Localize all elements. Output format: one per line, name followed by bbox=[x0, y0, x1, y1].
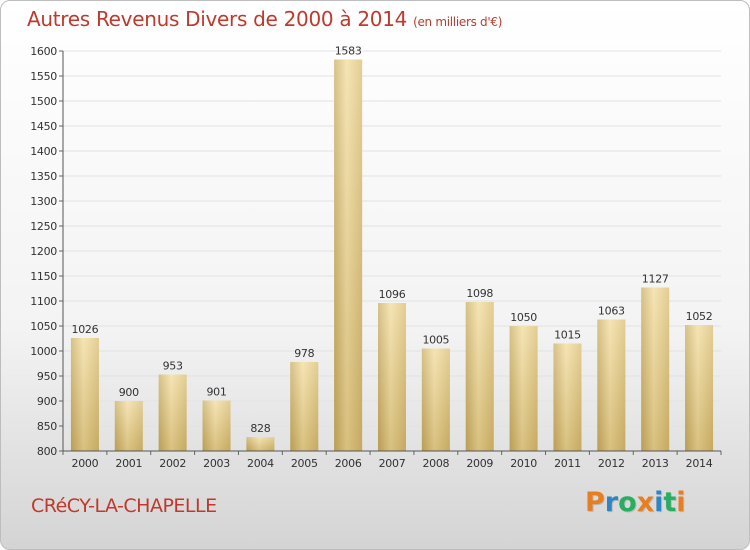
bar-shade bbox=[509, 326, 538, 451]
y-tick-label: 1450 bbox=[30, 120, 57, 133]
bar-shade bbox=[465, 302, 494, 451]
bar-shade bbox=[290, 362, 319, 451]
bar-shade bbox=[597, 319, 626, 451]
y-tick-label: 1050 bbox=[30, 320, 57, 333]
y-tick-label: 1550 bbox=[30, 70, 57, 83]
y-tick-label: 1500 bbox=[30, 95, 57, 108]
x-tick-label: 2010 bbox=[510, 457, 537, 470]
y-tick-label: 1000 bbox=[30, 345, 57, 358]
logo-letter: P bbox=[585, 487, 605, 518]
logo-letter: x bbox=[636, 487, 655, 518]
bar-value-label: 1052 bbox=[686, 310, 713, 323]
bar-shade bbox=[641, 287, 670, 451]
bar-value-label: 1050 bbox=[510, 311, 537, 324]
x-tick-label: 2013 bbox=[642, 457, 669, 470]
x-tick-label: 2009 bbox=[466, 457, 493, 470]
x-tick-label: 2006 bbox=[335, 457, 362, 470]
x-tick-label: 2000 bbox=[72, 457, 99, 470]
y-tick-label: 1600 bbox=[30, 45, 57, 58]
x-tick-label: 2014 bbox=[686, 457, 713, 470]
bar-shade bbox=[202, 400, 231, 451]
y-axis-ticks: 800 850 900 950 1000 1050 1100 1150 1200 1250 1300… bbox=[30, 45, 63, 458]
x-tick-label: 2007 bbox=[379, 457, 406, 470]
chart-title: Autres Revenus Divers de 2000 à 2014 (en … bbox=[27, 7, 502, 31]
logo-letter: i bbox=[654, 487, 664, 518]
bar-shade bbox=[246, 437, 275, 451]
y-tick-label: 1150 bbox=[30, 270, 57, 283]
bar-value-label: 1096 bbox=[379, 288, 406, 301]
bar-value-label: 1026 bbox=[72, 323, 99, 336]
bar-value-label: 1098 bbox=[466, 287, 493, 300]
x-tick-label: 2008 bbox=[422, 457, 449, 470]
bar-shade bbox=[114, 401, 143, 451]
logo-letter: o bbox=[618, 487, 637, 518]
bars: 1026 900 953 901 828 978 1583 1096 1005 1098 1050 1… bbox=[70, 45, 714, 451]
chart-subtitle: (en milliers d'€) bbox=[413, 15, 503, 29]
bar-value-label: 1015 bbox=[554, 329, 581, 342]
y-tick-label: 1350 bbox=[30, 170, 57, 183]
axes bbox=[62, 51, 721, 452]
bar-value-label: 953 bbox=[163, 360, 183, 373]
logo-letter: r bbox=[604, 487, 619, 518]
bar-value-label: 828 bbox=[250, 422, 270, 435]
y-tick-label: 1300 bbox=[30, 195, 57, 208]
bar-shade bbox=[378, 303, 406, 451]
y-tick-label: 850 bbox=[37, 420, 57, 433]
x-tick-label: 2003 bbox=[203, 457, 230, 470]
bar-shade bbox=[421, 348, 450, 451]
bar-value-label: 1063 bbox=[598, 305, 625, 318]
bar-shade bbox=[70, 338, 99, 451]
y-tick-label: 1400 bbox=[30, 145, 57, 158]
bar-shade bbox=[334, 59, 363, 451]
logo-letter: i bbox=[676, 487, 686, 518]
bar-value-label: 901 bbox=[206, 386, 226, 399]
y-tick-label: 900 bbox=[37, 395, 57, 408]
y-tick-label: 1100 bbox=[30, 295, 57, 308]
x-tick-label: 2011 bbox=[554, 457, 581, 470]
bar-shade bbox=[158, 374, 187, 451]
x-tick-label: 2002 bbox=[159, 457, 186, 470]
x-axis-ticks: 2000 2001 2002 2003 2004 2005 2006 2007 2008 2009… bbox=[62, 451, 722, 470]
chart-title-text: Autres Revenus Divers de 2000 à 2014 bbox=[27, 7, 408, 31]
bar-value-label: 1005 bbox=[422, 334, 449, 347]
bar-value-label: 1127 bbox=[642, 273, 669, 286]
y-tick-label: 950 bbox=[37, 370, 57, 383]
bar-shade bbox=[553, 343, 582, 451]
logo-letter: t bbox=[663, 487, 677, 518]
x-tick-label: 2004 bbox=[247, 457, 274, 470]
x-tick-label: 2001 bbox=[115, 457, 142, 470]
bar-shade bbox=[685, 325, 714, 451]
y-tick-label: 1250 bbox=[30, 220, 57, 233]
city-name: CRéCY-LA-CHAPELLE bbox=[31, 495, 217, 517]
y-tick-label: 800 bbox=[37, 445, 57, 458]
proxiti-logo[interactable]: Proxiti bbox=[585, 487, 686, 518]
bar-value-label: 978 bbox=[294, 347, 314, 360]
x-tick-label: 2012 bbox=[598, 457, 625, 470]
y-tick-label: 1200 bbox=[30, 245, 57, 258]
bar-value-label: 900 bbox=[119, 386, 139, 399]
bar-value-label: 1583 bbox=[335, 45, 362, 58]
x-tick-label: 2005 bbox=[291, 457, 318, 470]
